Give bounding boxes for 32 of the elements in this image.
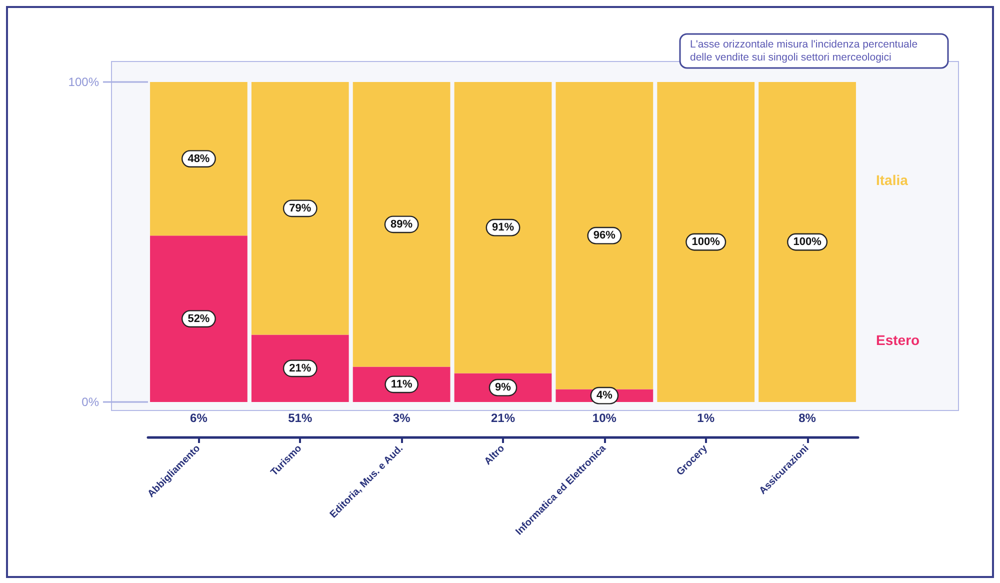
data-label: 100% bbox=[692, 236, 720, 248]
text: 3% bbox=[392, 411, 411, 425]
data-label: 4% bbox=[596, 390, 613, 402]
bar bbox=[352, 82, 450, 367]
data-label: 89% bbox=[390, 218, 413, 230]
data-label: 11% bbox=[390, 378, 412, 390]
bar bbox=[251, 82, 349, 335]
data-label: 9% bbox=[495, 382, 512, 394]
bar bbox=[251, 334, 349, 402]
bar bbox=[150, 236, 248, 402]
series-label: Italia bbox=[876, 172, 908, 188]
text: 10% bbox=[592, 411, 617, 425]
text: 8% bbox=[798, 411, 816, 425]
data-label: 79% bbox=[289, 202, 312, 214]
y-tick-label: 0% bbox=[82, 395, 100, 409]
data-label: 96% bbox=[593, 230, 616, 242]
data-label: 21% bbox=[289, 362, 312, 374]
text: 6% bbox=[190, 411, 208, 425]
text: Estero bbox=[876, 332, 920, 348]
bar bbox=[454, 82, 552, 374]
text: 51% bbox=[288, 411, 312, 425]
bar bbox=[657, 82, 755, 402]
data-label: 52% bbox=[188, 312, 210, 325]
bar bbox=[150, 82, 248, 236]
bar bbox=[556, 82, 654, 390]
text: 1% bbox=[697, 411, 715, 425]
text: L'asse orizzontale misura l'incidenza percentuale delle vendite sui singoli settori merceologici bbox=[690, 38, 920, 64]
text: 21% bbox=[490, 411, 516, 425]
data-label: 48% bbox=[188, 152, 210, 165]
data-label: 91% bbox=[492, 222, 514, 234]
bar bbox=[758, 82, 856, 402]
data-label: 100% bbox=[793, 236, 822, 248]
